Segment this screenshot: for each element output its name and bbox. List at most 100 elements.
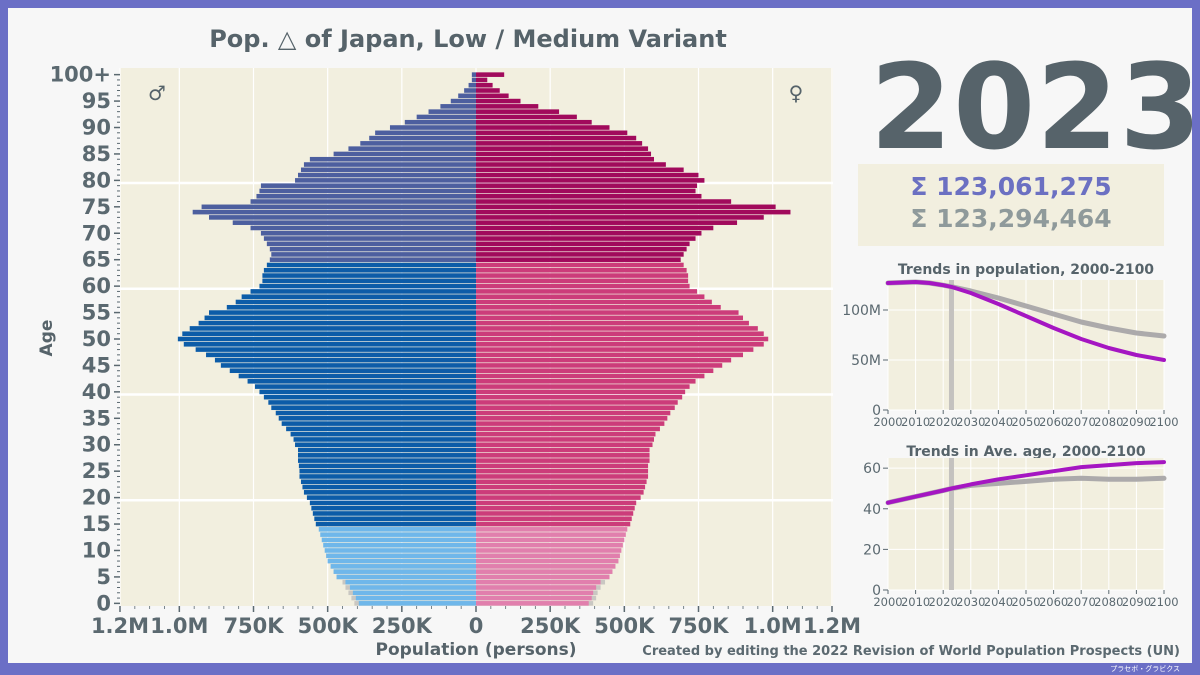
female-bar [476, 416, 668, 421]
chart-canvas: Pop. △ of Japan, Low / Medium Variant 0 5… [37, 25, 1179, 660]
male-bar [195, 347, 476, 352]
female-bar [476, 442, 653, 448]
male-bar [295, 178, 476, 183]
trend-y-label: 50M [851, 353, 881, 369]
female-bar [476, 215, 764, 220]
male-bar [238, 373, 476, 379]
female-bar [476, 204, 776, 210]
y-tick-label: 55 [82, 301, 111, 325]
male-bar [293, 437, 476, 442]
x-tick-label: 500K [594, 614, 655, 638]
female-bar [476, 505, 635, 511]
y-tick-label: 90 [82, 116, 111, 140]
male-bar [263, 236, 476, 241]
trend-x-label: 2080 [1094, 595, 1123, 609]
female-bar [476, 426, 660, 432]
low-variant-line [886, 460, 1166, 505]
sum-medium-variant: Σ 123,294,464 [910, 204, 1112, 233]
male-bar [314, 516, 476, 522]
male-bar [256, 193, 476, 199]
pyramid-title: Pop. △ of Japan, Low / Medium Variant [209, 25, 727, 53]
x-tick-label: 500K [298, 614, 359, 638]
male-bar [309, 156, 476, 162]
male-bar [295, 442, 476, 448]
male-bar [250, 199, 476, 204]
female-bar [476, 595, 592, 601]
x-tick-label: 1.2M [803, 614, 861, 638]
y-tick-label: 95 [82, 89, 111, 113]
male-bar [349, 585, 476, 590]
male-bar [298, 447, 476, 453]
male-bar [247, 379, 476, 384]
female-bar [476, 484, 646, 490]
y-tick-label: 10 [82, 538, 111, 562]
female-bar [476, 389, 686, 395]
female-bar [476, 368, 714, 374]
female-bar [476, 532, 626, 537]
male-bar [286, 426, 476, 432]
female-bar [476, 601, 589, 606]
female-bar [476, 558, 619, 564]
female-bar [476, 579, 601, 585]
female-bar [476, 453, 650, 458]
male-bar [320, 532, 476, 537]
trend-x-label: 2010 [901, 595, 930, 609]
trend-y-label: 60 [863, 461, 881, 477]
male-bar [333, 151, 476, 157]
female-bar [476, 273, 689, 278]
female-bar [476, 320, 749, 326]
y-tick-label: 45 [82, 353, 111, 377]
male-bar [269, 246, 476, 252]
female-bar [476, 336, 769, 342]
female-bar [476, 151, 652, 157]
female-bar [476, 590, 594, 596]
female-bar [476, 511, 634, 516]
y-tick-label: 85 [82, 142, 111, 166]
male-bar [355, 595, 476, 601]
x-tick-label: 0 [469, 614, 484, 638]
female-bar [476, 574, 610, 580]
pyramid-y-label: Age [37, 320, 57, 357]
trend-x-label: 2100 [1149, 415, 1178, 429]
male-bar [259, 188, 476, 194]
female-bar [476, 146, 649, 151]
female-bar [476, 553, 620, 559]
female-bar [476, 209, 791, 215]
age-trend-chart: 0204060200020102020203020402050206020702… [863, 458, 1179, 609]
female-bar [476, 516, 632, 522]
y-tick-label: 25 [82, 459, 111, 483]
trend-x-label: 2000 [873, 595, 902, 609]
male-bar [290, 431, 476, 437]
male-bar [220, 363, 476, 368]
male-bar [241, 294, 476, 299]
female-bar [476, 178, 705, 183]
male-bar [348, 146, 476, 151]
male-bar [229, 368, 476, 374]
male-bar [209, 310, 476, 315]
male-bar [324, 548, 476, 553]
female-bar [476, 447, 650, 453]
male-bar [260, 183, 476, 188]
female-bar [476, 252, 684, 257]
male-bar [311, 505, 476, 511]
male-bar [375, 130, 476, 136]
trend-x-label: 2050 [1011, 595, 1040, 609]
male-bar [300, 479, 476, 485]
male-bar [369, 135, 476, 141]
female-bar [476, 527, 628, 532]
trend-x-label: 2090 [1122, 595, 1151, 609]
female-bar [476, 431, 656, 437]
male-bar [262, 273, 476, 278]
female-bar [476, 304, 721, 310]
male-bar [450, 98, 476, 104]
y-tick-label: 35 [82, 406, 111, 430]
female-bar [476, 495, 641, 500]
male-bar [266, 262, 476, 268]
x-tick-label: 250K [520, 614, 581, 638]
male-bar [428, 109, 476, 114]
female-bar [476, 193, 702, 199]
trend-x-label: 2050 [1011, 415, 1040, 429]
trend-y-label: 40 [863, 502, 881, 518]
female-bar [476, 585, 597, 590]
x-tick-label: 250K [372, 614, 433, 638]
